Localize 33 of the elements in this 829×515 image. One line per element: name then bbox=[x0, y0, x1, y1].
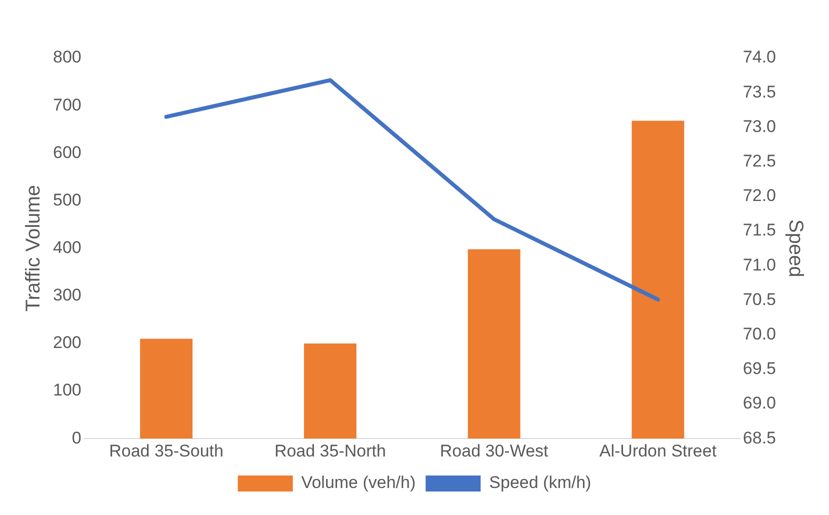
y-tick-label: 200 bbox=[52, 333, 82, 352]
y2-tick-label: 70.0 bbox=[742, 324, 776, 344]
y2-tick-label: 69.5 bbox=[742, 359, 776, 378]
bar bbox=[632, 120, 684, 439]
y-tick-label: 800 bbox=[52, 48, 82, 67]
y2-tick-label: 71.0 bbox=[742, 255, 776, 274]
y2-tick-label: 68.5 bbox=[742, 428, 776, 448]
y-axis-title: Traffic Volume bbox=[22, 184, 45, 312]
x-tick-label: Road 35-North bbox=[274, 441, 386, 460]
y-tick-label: 500 bbox=[52, 190, 82, 210]
legend-label: Speed (km/h) bbox=[489, 473, 592, 492]
y2-tick-label: 71.5 bbox=[742, 220, 776, 240]
y2-tick-label: 73.0 bbox=[742, 116, 776, 136]
y-tick-label: 0 bbox=[72, 428, 82, 448]
y-tick-label: 100 bbox=[52, 380, 82, 400]
y2-tick-label: 72.0 bbox=[742, 186, 776, 206]
legend-label: Volume (veh/h) bbox=[301, 473, 416, 492]
y-tick-label: 400 bbox=[52, 238, 82, 257]
y-tick-label: 700 bbox=[52, 95, 82, 114]
x-tick-label: Road 35-South bbox=[109, 441, 224, 460]
y2-tick-label: 70.5 bbox=[742, 290, 776, 309]
y2-axis-title: Speed bbox=[784, 219, 806, 278]
x-tick-label: Road 30-West bbox=[440, 441, 549, 460]
y-tick-label: 600 bbox=[52, 142, 82, 162]
y-tick-label: 300 bbox=[52, 286, 82, 305]
y2-tick-label: 69.0 bbox=[742, 394, 776, 413]
bar bbox=[304, 343, 356, 439]
y2-tick-label: 72.5 bbox=[742, 151, 776, 170]
x-tick-label: Al-Urdon Street bbox=[599, 441, 717, 460]
bar bbox=[468, 249, 520, 439]
y2-tick-label: 74.0 bbox=[742, 48, 776, 67]
y2-tick-label: 73.5 bbox=[742, 82, 776, 102]
bar bbox=[140, 338, 193, 439]
